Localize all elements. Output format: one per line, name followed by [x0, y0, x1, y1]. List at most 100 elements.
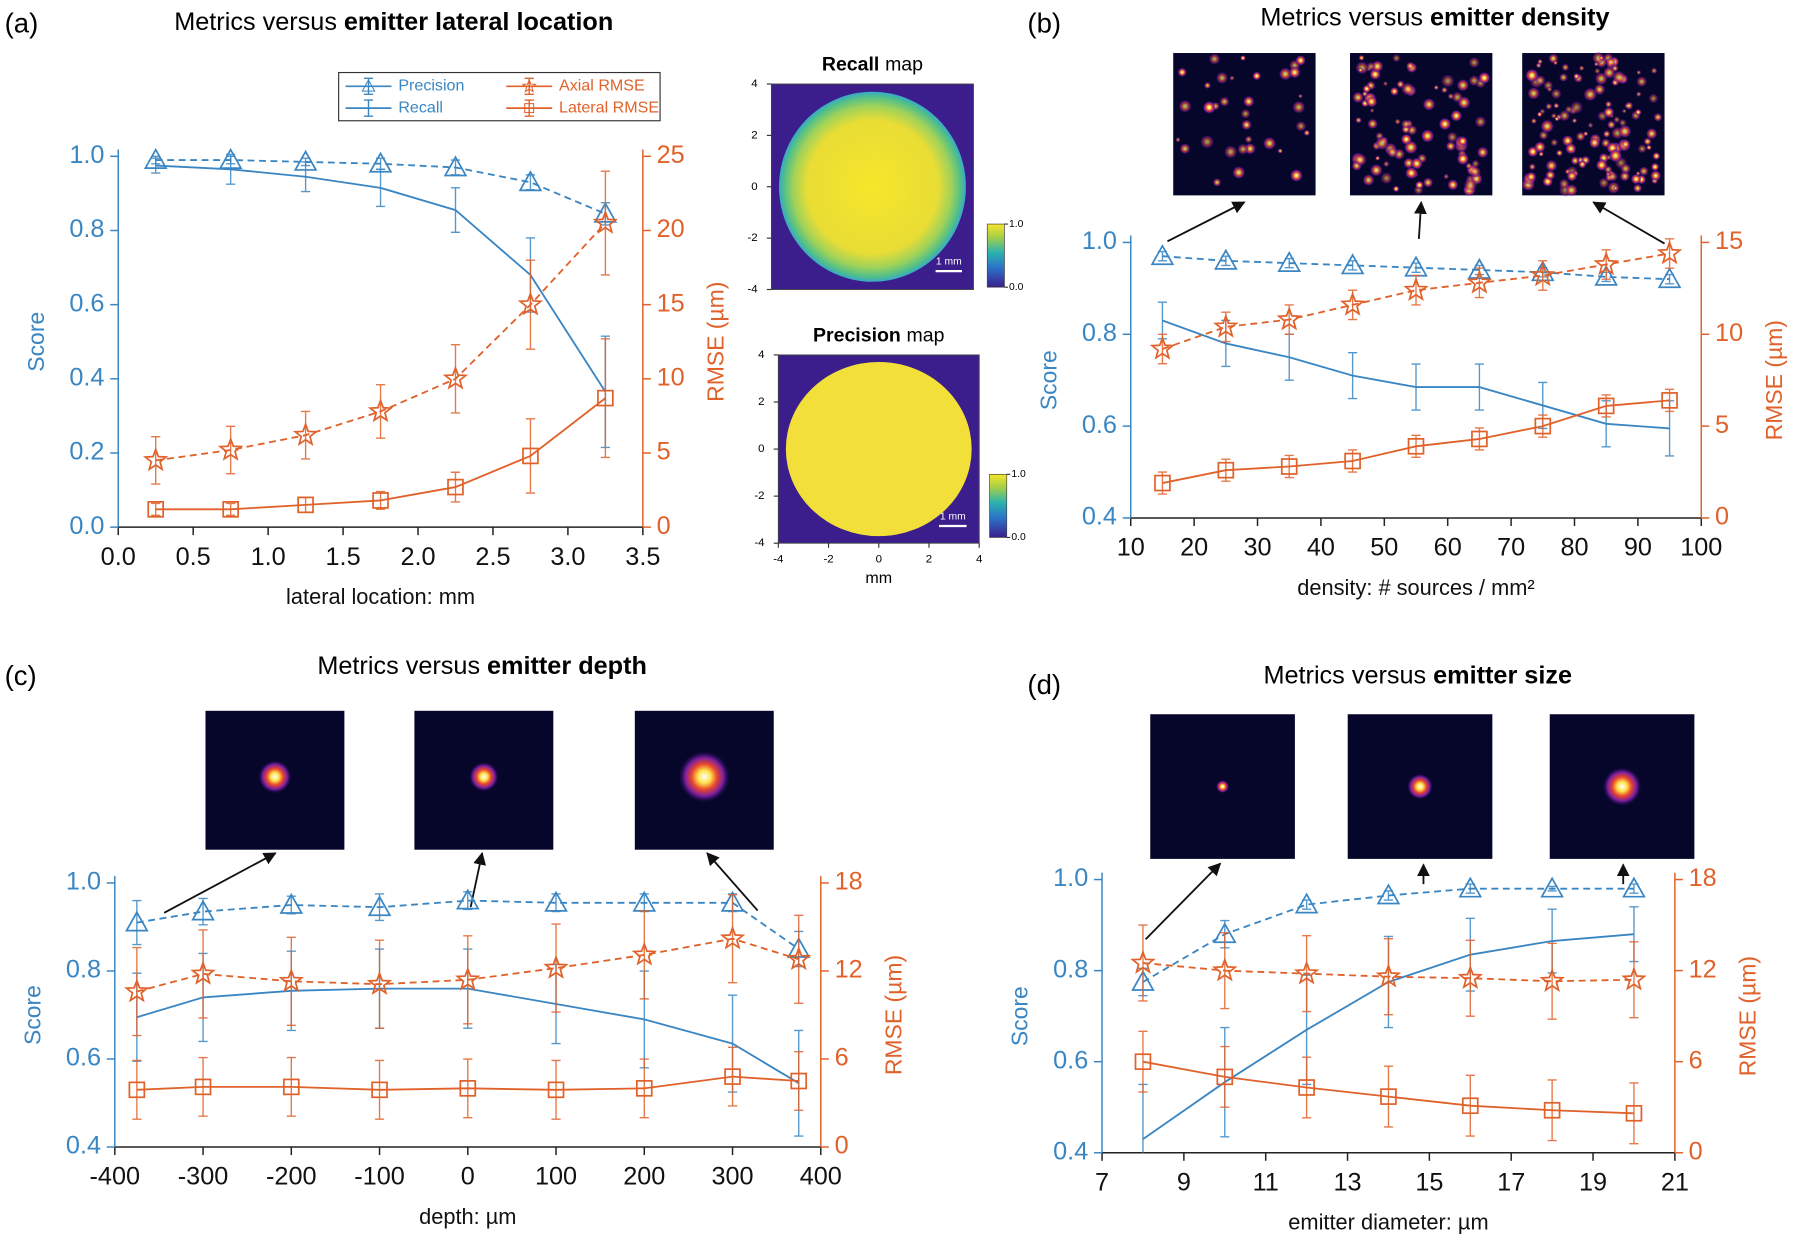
y-tick-label: 1.0	[69, 141, 104, 169]
emitter-spot	[1556, 149, 1563, 157]
error-bar	[1138, 924, 1148, 1002]
emitter-spot	[1445, 141, 1456, 152]
emitter-spot	[1447, 179, 1459, 191]
emitter-spot	[1451, 91, 1463, 103]
y2-axis-label: RMSE (µm)	[880, 955, 906, 1075]
star-marker	[1130, 949, 1156, 974]
emitter-spot	[1362, 174, 1375, 187]
colorbar	[986, 223, 1005, 288]
emitter-spot	[1538, 130, 1549, 141]
y2-axis-label: RMSE (µm)	[703, 282, 729, 402]
emitter-spot	[1392, 185, 1400, 193]
error-bar	[463, 935, 473, 1025]
x-tick-label: 1.0	[251, 543, 286, 571]
emitter-spot	[1648, 93, 1659, 104]
emitter-spot	[1608, 149, 1623, 163]
map-y-tick-label: -4	[754, 537, 765, 549]
square-marker	[790, 1072, 808, 1090]
plot-area	[124, 888, 812, 1137]
map-title: Precision map	[813, 325, 945, 347]
emitter-spot	[1441, 86, 1448, 94]
error-bar	[639, 910, 649, 1000]
emitter-spot	[1525, 68, 1539, 83]
emitter-spot	[1405, 166, 1418, 180]
title-text: Metrics versus	[317, 652, 480, 680]
chart-title: Metrics versus emitter lateral location	[174, 8, 613, 36]
x-tick-label: 30	[1243, 534, 1271, 562]
y2-tick-label: 15	[1715, 227, 1743, 255]
x-tick-label: 40	[1307, 534, 1335, 562]
star-marker	[143, 447, 169, 472]
square-marker	[1298, 1079, 1315, 1096]
emitter-spot	[1527, 87, 1540, 100]
emitter-spot	[1471, 159, 1480, 168]
emitter-spot	[1456, 78, 1470, 92]
emitter-spot	[1208, 53, 1221, 65]
triangle-marker	[1150, 244, 1175, 266]
x-tick-label: 3.0	[550, 543, 585, 571]
y-axis-label: Score	[23, 312, 49, 372]
emitter-spot	[1604, 165, 1613, 174]
emitter-spot	[1303, 129, 1310, 137]
x-tick-label: 17	[1497, 1168, 1525, 1196]
emitter-spot	[1618, 124, 1632, 138]
error-bar	[551, 923, 561, 1013]
y-tick-label: 0.6	[66, 1044, 101, 1072]
emitter-spot	[1545, 170, 1556, 181]
error-bar	[286, 936, 296, 1026]
plot-area	[143, 147, 619, 518]
triangle-marker	[518, 170, 543, 192]
emitter-spot	[1375, 136, 1389, 151]
title-text: Metrics versus	[1263, 661, 1426, 689]
arrows	[163, 200, 1666, 940]
y2-tick-label: 18	[1689, 864, 1717, 892]
emitter-spot	[1575, 131, 1586, 142]
emitter-image	[1347, 714, 1493, 859]
scale-bar-label: 1 mm	[940, 512, 966, 523]
x-tick-label: 100	[1680, 534, 1722, 562]
x-tick-label: 15	[1415, 1168, 1443, 1196]
triangle-marker	[1376, 883, 1401, 905]
y-tick-label: 0.0	[69, 512, 104, 540]
emitter-spot	[1652, 152, 1661, 161]
emitter-spot	[1621, 139, 1631, 149]
plot-area	[1149, 238, 1683, 495]
emitter-spot	[1643, 137, 1652, 146]
emitter-spot	[1375, 155, 1381, 161]
emitter-spot	[1237, 143, 1249, 155]
panel-label: (b)	[1027, 8, 1061, 39]
star-marker	[1466, 269, 1493, 294]
triangle-marker	[1294, 892, 1319, 914]
square-marker	[297, 496, 314, 514]
error-bar	[1220, 931, 1230, 1010]
emitter-spot	[1588, 137, 1601, 149]
arrow	[706, 852, 759, 912]
plot-area	[1130, 876, 1647, 1153]
y-axis-label: Score	[20, 985, 46, 1045]
y-tick-label: 0.6	[1082, 411, 1117, 439]
emitter-spot	[1369, 108, 1375, 113]
emitter-spot	[1603, 66, 1616, 79]
emitter-spot	[1465, 162, 1473, 170]
emitter-spot	[1438, 117, 1452, 131]
y-tick-label: 0.8	[69, 215, 104, 243]
emitter-spot	[1401, 82, 1414, 96]
chart-title: Metrics versus emitter size	[1263, 661, 1572, 689]
emitter-spot	[1624, 101, 1634, 110]
emitter-spot	[1550, 138, 1559, 147]
y2-tick-label: 0	[1715, 503, 1729, 531]
emitter-spot	[1602, 130, 1611, 138]
emitter-spot	[678, 751, 730, 803]
series-line	[1162, 252, 1670, 350]
square-marker	[128, 1081, 146, 1099]
map-y-tick-label: -4	[747, 284, 758, 296]
error-bar	[374, 1059, 385, 1120]
emitter-spot	[1550, 88, 1562, 100]
emitter-spot	[1422, 177, 1434, 188]
x-tick-label: 2.0	[400, 543, 435, 571]
error-bar	[198, 929, 208, 1019]
emitter-spot	[1224, 145, 1238, 159]
emitter-spot	[1646, 144, 1652, 151]
emitter-image	[1549, 714, 1695, 859]
